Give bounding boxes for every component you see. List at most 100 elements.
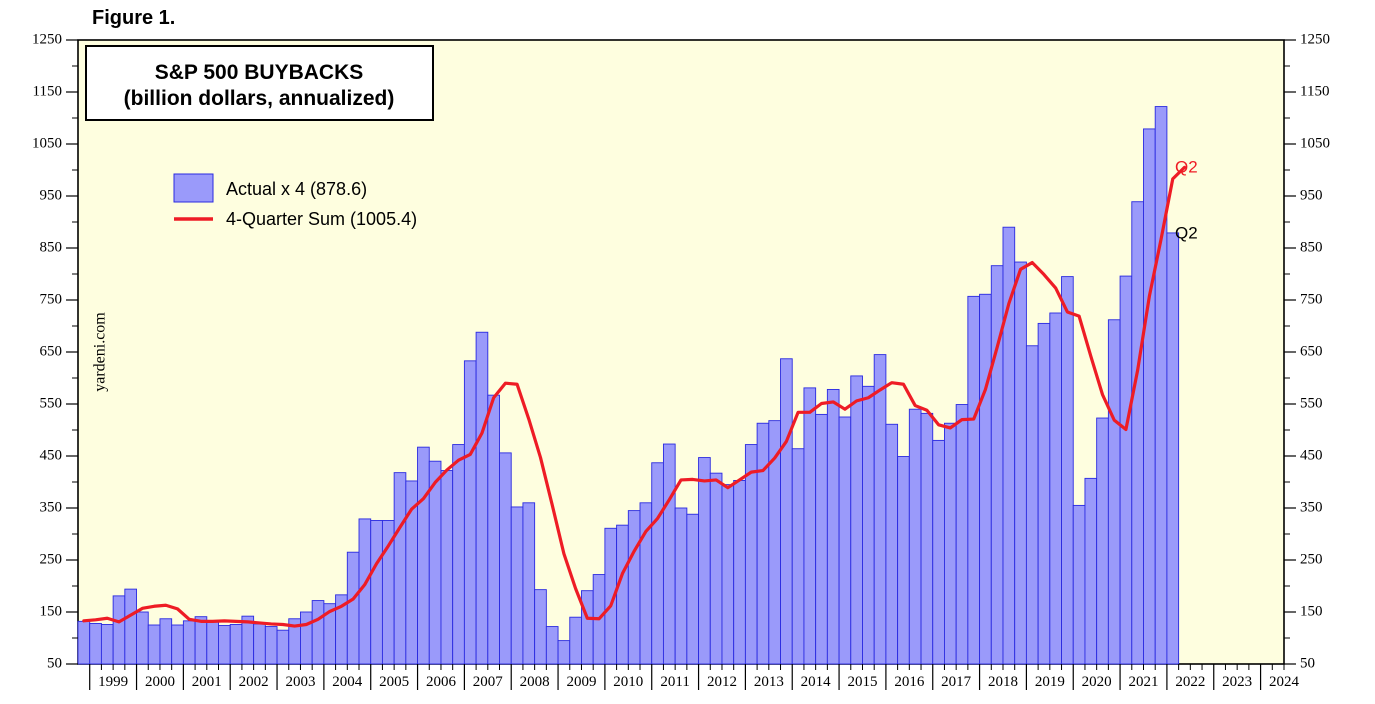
y-tick-label-left: 50: [47, 655, 62, 671]
y-tick-label-right: 1250: [1300, 31, 1330, 47]
y-tick-label-right: 1050: [1300, 135, 1330, 151]
bar: [218, 625, 231, 665]
x-tick-label: 2019: [1035, 674, 1065, 690]
x-tick-label: 2023: [1222, 674, 1252, 690]
bar: [452, 444, 465, 665]
bar: [979, 293, 992, 665]
bar: [897, 456, 910, 665]
watermark: yardeni.com: [92, 312, 109, 392]
x-tick-label: 2000: [145, 674, 175, 690]
bar: [522, 502, 536, 665]
bar: [815, 413, 828, 665]
bar: [194, 616, 208, 665]
bar: [463, 360, 477, 665]
y-tick-label-left: 550: [40, 395, 63, 411]
y-tick-label-left: 350: [40, 499, 63, 515]
bar: [662, 443, 676, 665]
bar: [393, 472, 407, 665]
y-tick-label-left: 450: [40, 447, 63, 463]
bar: [873, 354, 887, 665]
bar: [499, 452, 512, 665]
bar: [1131, 201, 1144, 665]
bar: [616, 524, 629, 665]
bar: [440, 470, 454, 665]
bar: [826, 388, 840, 665]
bar: [1107, 319, 1121, 665]
figure-label: Figure 1.: [92, 7, 175, 29]
bar: [557, 640, 571, 665]
bar: [733, 479, 746, 665]
bar: [569, 616, 582, 665]
bar: [944, 422, 957, 665]
bar: [780, 358, 793, 665]
bar: [510, 506, 524, 665]
y-tick-label-left: 150: [40, 603, 63, 619]
y-tick-label-left: 1250: [32, 31, 62, 47]
bar: [171, 624, 184, 665]
y-tick-label-left: 250: [40, 551, 63, 567]
bar: [370, 520, 383, 665]
legend: Actual x 4 (878.6) 4-Quarter Sum (1005.4…: [173, 173, 417, 229]
title-box: S&P 500 BUYBACKS (billion dollars, annua…: [85, 45, 434, 121]
y-tick-label-right: 750: [1300, 291, 1323, 307]
legend-swatch-bars: [173, 173, 214, 203]
legend-label-bars: Actual x 4 (878.6): [226, 179, 367, 199]
x-tick-label: 2005: [379, 674, 409, 690]
bar: [136, 611, 149, 665]
x-tick-label: 2016: [894, 674, 925, 690]
y-tick-label-right: 650: [1300, 343, 1323, 359]
bar: [803, 387, 817, 665]
bar: [686, 513, 700, 665]
bar: [862, 385, 875, 665]
x-tick-label: 2003: [285, 674, 315, 690]
bar: [545, 626, 559, 665]
x-tick-label: 2009: [566, 674, 596, 690]
bar: [346, 551, 360, 665]
x-tick-label: 2018: [988, 674, 1018, 690]
bar-series: [77, 106, 1180, 665]
y-tick-label-left: 1050: [32, 135, 62, 151]
y-tick-label-left: 650: [40, 343, 63, 359]
bar: [627, 510, 641, 665]
y-tick-label-left: 1150: [33, 83, 62, 99]
x-tick-label: 2013: [754, 674, 784, 690]
bar: [885, 423, 899, 665]
bar: [955, 404, 969, 665]
x-tick-label: 2001: [192, 674, 222, 690]
bar: [182, 620, 196, 665]
bar: [967, 295, 981, 665]
bar: [487, 394, 500, 665]
bar: [1143, 128, 1156, 665]
x-tick-label: 2006: [426, 674, 457, 690]
bar: [698, 457, 711, 665]
chart-title: S&P 500 BUYBACKS: [155, 61, 364, 84]
y-tick-label-left: 850: [40, 239, 63, 255]
bar: [77, 620, 91, 665]
bar: [1061, 276, 1074, 665]
bar: [159, 618, 173, 665]
y-tick-label-right: 950: [1300, 187, 1323, 203]
bar: [229, 624, 243, 665]
bar: [908, 408, 922, 665]
bar: [1049, 312, 1062, 665]
y-tick-label-right: 50: [1300, 655, 1315, 671]
bar: [147, 624, 161, 665]
bar: [581, 590, 594, 665]
x-tick-label: 2007: [473, 674, 504, 690]
x-tick-label: 2002: [239, 674, 269, 690]
bar: [428, 460, 442, 665]
bar: [709, 472, 723, 665]
y-tick-label-right: 150: [1300, 603, 1323, 619]
bar: [791, 448, 805, 665]
x-tick-label: 2021: [1128, 674, 1158, 690]
bar: [1119, 275, 1133, 665]
bar: [1154, 106, 1168, 665]
y-tick-label-right: 550: [1300, 395, 1323, 411]
bar: [721, 484, 735, 665]
bar: [206, 620, 219, 665]
x-tick-label: 2008: [520, 674, 550, 690]
line-end-label: Q2: [1175, 157, 1198, 176]
bar: [264, 626, 278, 665]
bar: [112, 595, 126, 665]
